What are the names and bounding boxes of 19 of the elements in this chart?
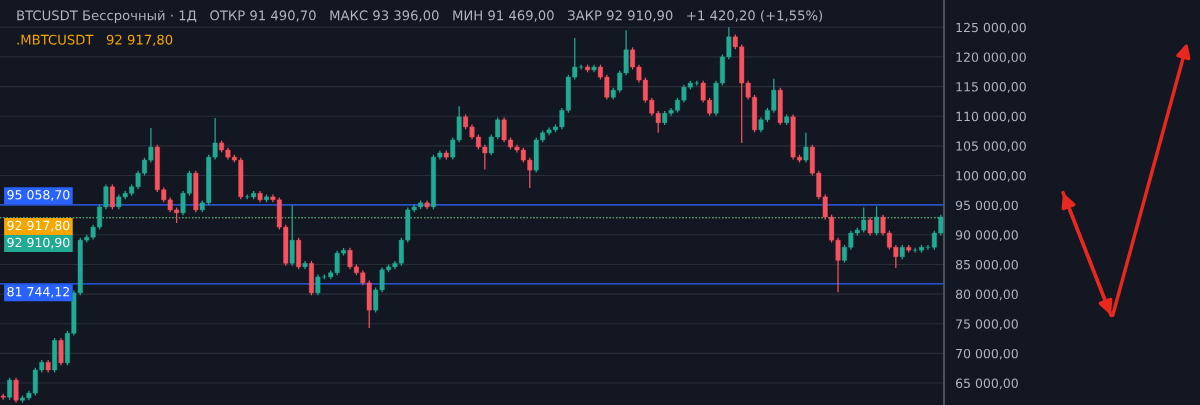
text: BTCUSDT Бессрочный · 1Д ОТКР 91 490,70 МАКС 93 396,00 МИН 91 469,00 ЗАКР 92 910,90 +1 420,20 (+1,55%) — [17, 10, 823, 23]
ref-line-label: 95 058,70 — [7, 189, 70, 201]
y-tick-label: 85 000,00 — [955, 259, 1018, 271]
y-tick-label: 100 000,00 — [956, 170, 1026, 182]
text: .MBTCUSDT 92 917,80 — [17, 34, 173, 46]
y-tick-label: 80 000,00 — [955, 289, 1018, 301]
y-tick-label: 65 000,00 — [955, 378, 1018, 390]
y-tick-label: 90 000,00 — [955, 230, 1018, 242]
y-tick-label: 110 000,00 — [956, 111, 1026, 123]
ref-line-label: 92 917,80 — [7, 220, 70, 232]
y-tick-label: 105 000,00 — [956, 141, 1026, 153]
y-tick-label: 70 000,00 — [956, 348, 1018, 360]
y-tick-label: 115 000,00 — [956, 82, 1026, 93]
ref-line-label: 81 744,12 — [7, 286, 69, 298]
y-tick-label: 125 000,00 — [956, 22, 1026, 34]
y-tick-label: 95 000,00 — [955, 200, 1018, 212]
y-tick-label: 75 000,00 — [956, 319, 1018, 330]
y-tick-label: 120 000,00 — [956, 52, 1026, 64]
ref-line-label: 92 910,90 — [7, 237, 70, 249]
